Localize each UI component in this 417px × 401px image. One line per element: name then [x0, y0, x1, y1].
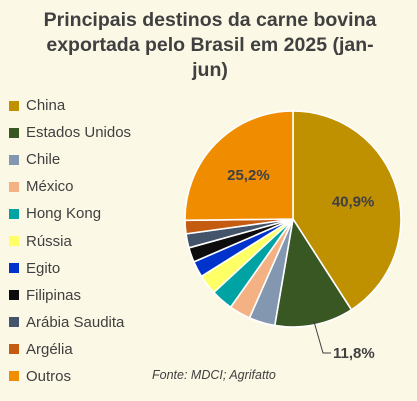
- legend-entry: Argélia: [9, 336, 131, 363]
- legend-label: Hong Kong: [26, 205, 102, 223]
- legend-swatch: [9, 371, 19, 382]
- source-note: Fonte: MDCI; Agrifatto: [152, 368, 276, 382]
- legend-entry: Arábia Saudita: [9, 309, 131, 336]
- legend-label: China: [26, 97, 66, 115]
- chart-title: Principais destinos da carne bovina expo…: [43, 9, 377, 81]
- legend-label: Chile: [26, 151, 61, 169]
- legend-label: Egito: [26, 259, 61, 277]
- legend-entry: Hong Kong: [9, 200, 131, 227]
- legend-swatch: [9, 154, 19, 165]
- legend-label: Rússia: [26, 232, 72, 250]
- legend-label: Outros: [26, 367, 72, 385]
- legend-entry: Filipinas: [9, 282, 131, 309]
- legend-label: Argélia: [26, 340, 73, 358]
- legend-swatch: [9, 181, 19, 192]
- legend-swatch: [9, 208, 19, 219]
- legend-entry: China: [9, 92, 131, 119]
- legend-label: Arábia Saudita: [26, 313, 125, 331]
- legend-entry: Estados Unidos: [9, 119, 131, 146]
- legend-entry: Rússia: [9, 227, 131, 254]
- legend-label: México: [26, 178, 74, 196]
- legend-entry: Outros: [9, 363, 131, 390]
- slice-data-label: 40,9%: [332, 193, 375, 210]
- legend-swatch: [9, 236, 19, 247]
- legend-swatch: [9, 263, 19, 274]
- pie-slice: [184, 110, 294, 222]
- legend-swatch: [9, 127, 19, 138]
- legend-entry: Chile: [9, 146, 131, 173]
- legend-swatch: [9, 344, 19, 355]
- legend-swatch: [9, 100, 19, 111]
- legend-swatch: [9, 290, 19, 301]
- leader-line: [313, 320, 331, 354]
- slice-data-label: 11,8%: [333, 345, 375, 362]
- legend-entry: Egito: [9, 255, 131, 282]
- legend-label: Filipinas: [26, 286, 82, 304]
- legend: China Estados Unidos Chile México Hong Kong R…: [9, 92, 131, 390]
- legend-entry: México: [9, 173, 131, 200]
- slice-data-label: 25,2%: [227, 167, 270, 184]
- legend-label: Estados Unidos: [26, 124, 132, 142]
- legend-swatch: [9, 317, 19, 328]
